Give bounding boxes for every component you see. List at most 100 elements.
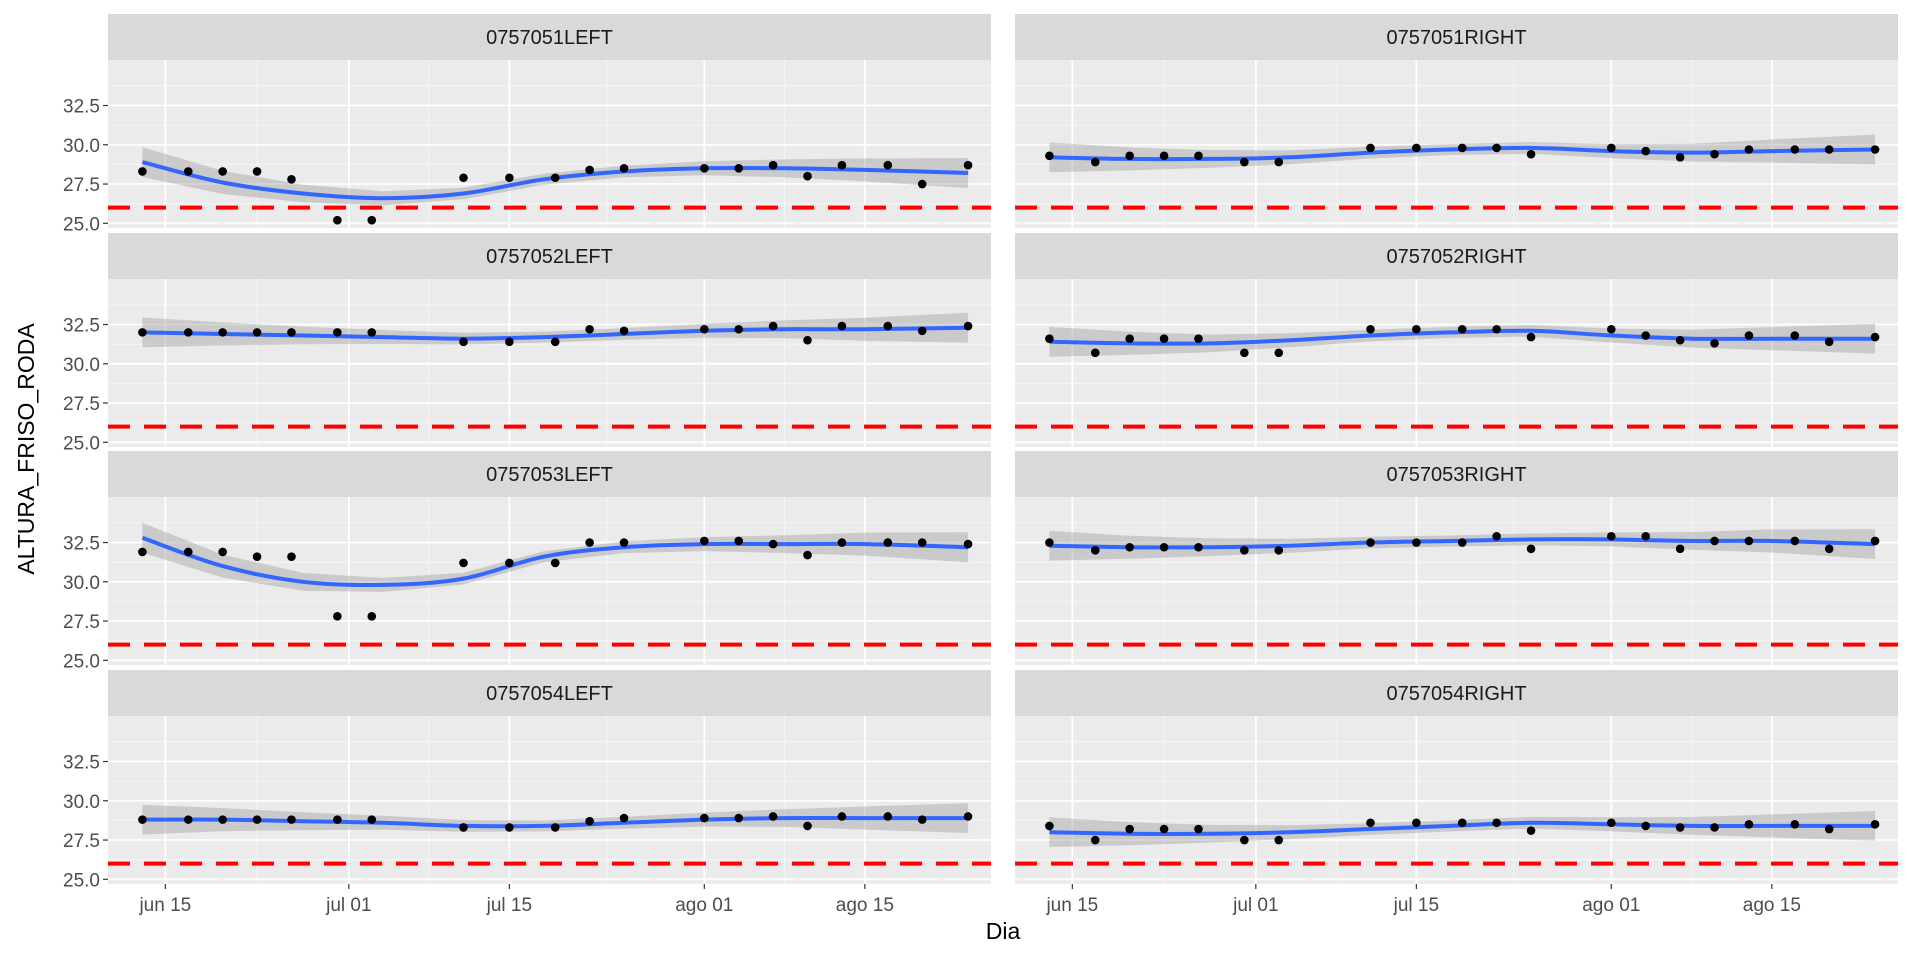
data-point bbox=[1641, 531, 1651, 541]
data-point bbox=[963, 160, 973, 170]
data-point bbox=[1744, 536, 1754, 546]
data-point bbox=[550, 173, 560, 183]
data-point bbox=[1194, 824, 1203, 834]
data-point bbox=[768, 812, 778, 821]
facet-panel: 0757053LEFT bbox=[108, 451, 991, 665]
data-point bbox=[1675, 335, 1685, 345]
y-tick-label: 30.0 bbox=[63, 136, 100, 157]
data-point bbox=[837, 812, 847, 821]
facet-strip bbox=[108, 670, 991, 716]
data-point bbox=[734, 813, 744, 823]
data-point bbox=[252, 815, 262, 824]
data-point bbox=[333, 328, 342, 337]
data-point bbox=[1412, 538, 1421, 547]
data-point bbox=[1366, 324, 1375, 334]
data-point bbox=[1675, 153, 1685, 162]
facet-strip-label: 0757052LEFT bbox=[486, 246, 613, 268]
data-point bbox=[1607, 324, 1616, 334]
facet-panel: 0757054LEFT bbox=[108, 670, 991, 884]
facet-strip bbox=[1015, 670, 1898, 716]
data-point bbox=[505, 558, 514, 568]
facet-strip bbox=[108, 451, 991, 497]
data-point bbox=[367, 815, 377, 824]
data-point bbox=[1744, 331, 1754, 340]
data-point bbox=[287, 328, 296, 337]
data-point bbox=[1194, 151, 1203, 161]
confidence-band bbox=[142, 803, 969, 835]
y-tick-label: 25.0 bbox=[63, 433, 100, 454]
data-point bbox=[1412, 143, 1421, 153]
y-tick-label: 32.5 bbox=[63, 316, 100, 337]
data-point bbox=[1366, 538, 1375, 547]
data-point bbox=[138, 167, 147, 176]
data-point bbox=[1194, 542, 1203, 552]
data-point bbox=[1240, 157, 1249, 167]
facet-strip-label: 0757052RIGHT bbox=[1386, 246, 1526, 268]
smooth-line bbox=[1049, 820, 1876, 836]
data-point bbox=[1710, 823, 1719, 832]
data-point bbox=[1710, 536, 1719, 546]
data-point bbox=[619, 813, 629, 823]
data-point bbox=[459, 558, 468, 568]
data-point bbox=[505, 173, 514, 183]
data-point bbox=[1090, 546, 1100, 555]
data-point bbox=[1824, 824, 1834, 834]
data-point bbox=[585, 324, 594, 334]
data-point bbox=[837, 160, 847, 170]
data-point bbox=[138, 815, 147, 824]
data-point bbox=[459, 173, 468, 183]
data-point bbox=[1607, 818, 1616, 828]
data-point bbox=[1159, 824, 1169, 834]
data-point bbox=[333, 612, 342, 621]
data-point bbox=[138, 328, 147, 337]
data-point bbox=[1824, 337, 1834, 347]
data-point bbox=[1607, 143, 1616, 153]
data-point bbox=[1790, 820, 1800, 829]
data-point bbox=[619, 538, 629, 547]
data-point bbox=[1790, 536, 1800, 546]
facet-panel: 0757051LEFT bbox=[108, 14, 991, 228]
data-point bbox=[459, 823, 468, 832]
data-point bbox=[1090, 348, 1100, 358]
data-point bbox=[585, 816, 594, 826]
x-tick-label: jul 15 bbox=[486, 895, 532, 916]
facet-strip-label: 0757051RIGHT bbox=[1386, 27, 1526, 49]
data-point bbox=[837, 538, 847, 547]
confidence-band bbox=[142, 522, 969, 592]
facet-strip-label: 0757053LEFT bbox=[486, 464, 613, 486]
data-point bbox=[550, 823, 560, 832]
x-tick-label: jun 15 bbox=[138, 895, 191, 916]
smooth-line bbox=[141, 160, 969, 201]
facet-strip-label: 0757051LEFT bbox=[486, 27, 613, 49]
data-point bbox=[1790, 331, 1800, 340]
confidence-band bbox=[1049, 811, 1876, 848]
data-point bbox=[550, 558, 560, 568]
x-tick-label: jul 01 bbox=[325, 895, 371, 916]
data-point bbox=[1492, 818, 1501, 828]
data-point bbox=[1274, 546, 1284, 555]
data-point bbox=[183, 547, 193, 557]
facet-panel: 0757052LEFT bbox=[108, 233, 991, 447]
data-point bbox=[917, 538, 927, 547]
x-axis-title: Dia bbox=[986, 918, 1021, 944]
data-point bbox=[252, 552, 262, 561]
data-point bbox=[218, 328, 227, 337]
data-point bbox=[333, 215, 342, 225]
data-point bbox=[1870, 536, 1880, 546]
smooth-line bbox=[1049, 537, 1876, 550]
data-point bbox=[183, 167, 193, 176]
data-point bbox=[1045, 538, 1054, 547]
data-point bbox=[1457, 143, 1467, 153]
x-tick-label: ago 01 bbox=[1582, 895, 1640, 916]
facet-panel: 0757053RIGHT bbox=[1015, 451, 1898, 665]
data-point bbox=[1045, 151, 1054, 161]
data-point bbox=[1492, 143, 1501, 153]
data-point bbox=[459, 337, 468, 347]
data-point bbox=[619, 326, 629, 336]
y-tick-label: 27.5 bbox=[63, 612, 100, 633]
y-tick-label: 30.0 bbox=[63, 573, 100, 594]
facet-panel: 0757052RIGHT bbox=[1015, 233, 1898, 447]
data-point bbox=[585, 538, 594, 547]
data-point bbox=[1526, 544, 1536, 554]
data-point bbox=[1274, 348, 1284, 358]
